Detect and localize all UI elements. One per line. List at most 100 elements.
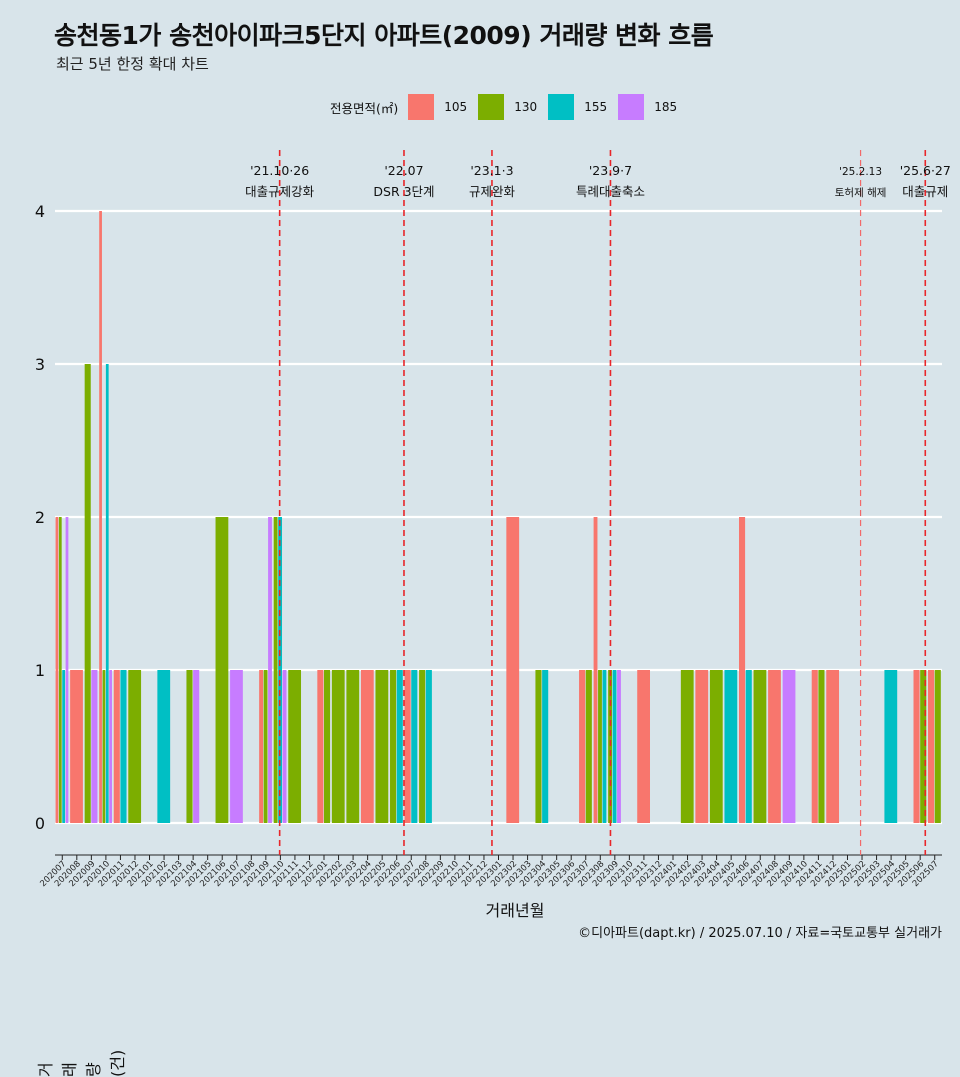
legend-swatch (618, 94, 645, 120)
bar (120, 670, 127, 823)
y-tick-label: 1 (35, 661, 45, 680)
bar (324, 670, 331, 823)
event-label: 대출규제 (902, 184, 948, 199)
legend-label: 105 (444, 100, 468, 114)
chart-subtitle: 최근 5년 한정 확대 차트 (56, 55, 209, 73)
bar (695, 670, 709, 823)
event-date-label: '23.9·7 (589, 163, 632, 178)
bar (608, 670, 612, 823)
bar (99, 211, 102, 823)
legend-swatch (478, 94, 505, 120)
bar (58, 517, 62, 823)
bar (411, 670, 418, 823)
bar (317, 670, 324, 823)
legend-item-155: 155 (548, 94, 612, 120)
bar (425, 670, 432, 823)
bar (193, 670, 200, 823)
bar (506, 517, 520, 823)
y-tick-label: 3 (35, 355, 45, 374)
bar (84, 364, 91, 823)
bar (91, 670, 98, 823)
bar (617, 670, 621, 823)
event-label: 토허제 해제 (835, 186, 887, 199)
bar (282, 670, 287, 823)
bar (768, 670, 781, 823)
bar (542, 670, 549, 823)
chart-title: 송천동1가 송천아이파크5단지 아파트(2009) 거래량 변화 흐름 (54, 21, 714, 50)
bar (396, 670, 403, 823)
event-label: 대출규제강화 (245, 184, 315, 199)
bar (215, 517, 229, 823)
bar (739, 517, 746, 823)
legend-label: 155 (584, 100, 608, 114)
legend-swatch (408, 94, 435, 120)
bar (920, 670, 927, 823)
bar (375, 670, 389, 823)
y-tick-label: 2 (35, 508, 45, 527)
bar (724, 670, 738, 823)
bar (105, 364, 109, 823)
bar (579, 670, 586, 823)
bar (602, 670, 607, 823)
bar (745, 670, 752, 823)
bar (811, 670, 818, 823)
event-date-label: '25.2.13 (839, 166, 882, 178)
event-label: 규제완화 (469, 184, 516, 199)
bar (637, 670, 650, 823)
bar (585, 670, 592, 823)
source-caption: ©디아파트(dapt.kr) / 2025.07.10 / 자료=국토교통부 실… (578, 926, 942, 941)
bar (934, 670, 941, 823)
bar (128, 670, 142, 823)
bar (913, 670, 920, 823)
bar (273, 517, 278, 823)
x-axis-label: 거래년월 (485, 901, 545, 920)
bar (109, 670, 112, 823)
legend-label: 185 (654, 100, 678, 114)
bar (360, 670, 374, 823)
bar (753, 670, 767, 823)
bar (612, 670, 617, 823)
bar (593, 517, 598, 823)
bar (390, 670, 397, 823)
bar (928, 670, 935, 823)
bar (62, 670, 66, 823)
legend-label: 130 (514, 100, 538, 114)
bar (782, 670, 796, 823)
bar (230, 670, 243, 823)
y-axis-label: 거래량(건) (36, 1049, 127, 1077)
legend-title: 전용면적(㎡) (330, 100, 399, 116)
y-tick-label: 4 (35, 202, 45, 221)
event-date-label: '21.10·26 (250, 163, 309, 178)
bar (709, 670, 723, 823)
bar (598, 670, 602, 823)
event-date-label: '25.6·27 (900, 163, 951, 178)
event-date-label: '23.1·3 (470, 163, 513, 178)
legend-item-130: 130 (478, 94, 542, 120)
bar (331, 670, 345, 823)
event-label: DSR 3단계 (373, 184, 434, 199)
bar (346, 670, 360, 823)
legend-item-105: 105 (408, 94, 472, 120)
bar (113, 670, 120, 823)
bar (884, 670, 898, 823)
bar (70, 670, 83, 823)
bar (263, 670, 268, 823)
bar (818, 670, 825, 823)
chart-plot-area: 0123420200720200820200920201020201120201… (35, 150, 951, 889)
bar (268, 517, 272, 823)
bar (680, 670, 694, 823)
bar (259, 670, 264, 823)
legend-swatch (548, 94, 575, 120)
bar (186, 670, 193, 823)
event-label: 특례대출축소 (576, 184, 645, 199)
bar (535, 670, 542, 823)
bar (419, 670, 426, 823)
event-date-label: '22.07 (384, 163, 423, 178)
bar (102, 670, 106, 823)
bar (55, 517, 59, 823)
bar (404, 670, 411, 823)
bar (65, 517, 69, 823)
bar (826, 670, 840, 823)
y-tick-label: 0 (35, 814, 45, 833)
legend-item-185: 185 (618, 94, 682, 120)
